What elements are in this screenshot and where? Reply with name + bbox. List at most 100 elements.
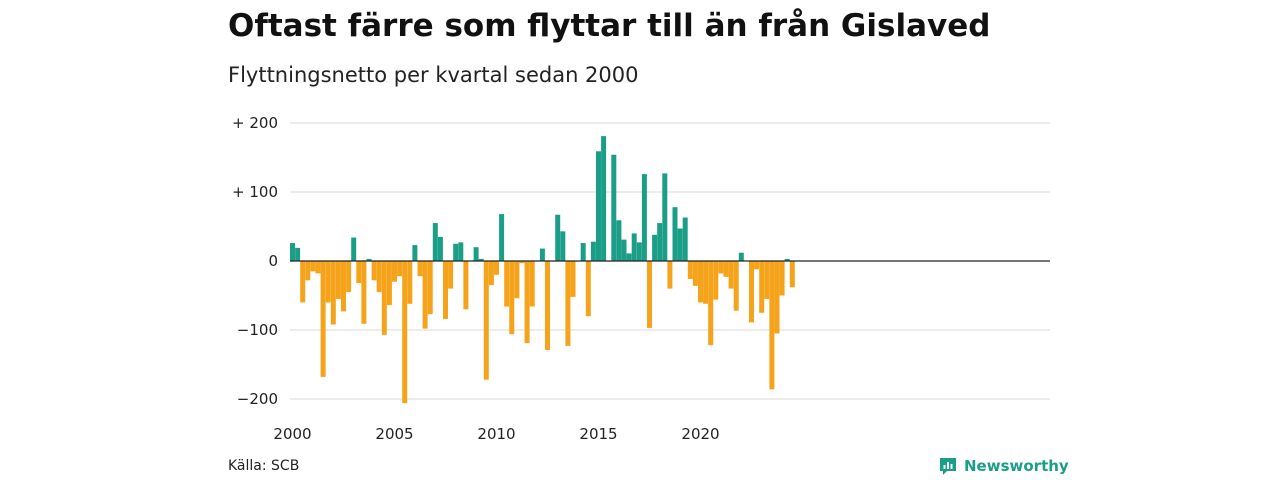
x-tick-label: 2020 [681,425,719,443]
chart-title: Oftast färre som flyttar till än från Gi… [228,8,991,44]
brand-name: Newsworthy [964,457,1069,475]
bar [657,223,663,261]
bar [366,258,372,261]
bar [529,261,535,307]
bar [463,261,469,310]
x-tick-label: 2015 [579,425,617,443]
bar [397,261,403,277]
bar [376,261,382,293]
bar [596,151,601,261]
bar [687,261,693,279]
bar [611,154,617,261]
bar [779,261,785,296]
newsworthy-logo-icon [940,458,956,475]
bar [662,173,668,261]
bar [555,214,561,261]
x-tick-label: 2000 [273,425,311,443]
bar [504,261,510,307]
bar [647,261,652,328]
bar [381,261,387,335]
bar [733,261,739,311]
source-note: Källa: SCB [228,458,300,474]
y-tick-label: −200 [237,390,278,408]
bar [585,261,591,317]
bar [621,239,627,261]
bar [315,261,321,274]
y-tick-label: + 100 [232,183,278,201]
bar [738,252,744,261]
bar [764,261,770,299]
bar [483,261,489,380]
y-axis-ticks: + 200 + 100 0 −100 −200 [232,114,278,408]
bar [703,261,709,304]
bar [682,217,688,261]
bar [789,261,795,288]
y-tick-label: + 200 [232,114,278,132]
bar [448,261,454,289]
bar [300,261,306,303]
bar [458,242,464,261]
bar [539,248,545,261]
bar [386,261,392,306]
bar [509,261,515,335]
bar [335,261,341,299]
bar [784,258,790,261]
bar [488,261,494,286]
bar [652,234,658,261]
bars [290,136,795,404]
bar [499,214,505,261]
bar [310,261,316,272]
bar [407,261,413,304]
bar [417,261,423,277]
bar [677,228,683,261]
bar [698,261,703,303]
chart-subtitle: Flyttningsnetto per kvartal sedan 2000 [228,63,639,87]
bar [769,261,775,390]
bar [749,261,754,323]
bar [636,242,642,261]
bar [519,261,525,264]
bar [590,241,596,261]
bar [774,261,780,334]
bar [412,245,418,261]
bar [351,237,357,261]
bar [723,261,729,277]
bar [330,261,336,325]
bar [631,233,637,261]
bar [422,261,428,329]
bar [432,223,438,261]
bar [295,247,301,261]
x-tick-label: 2010 [477,425,515,443]
bar [718,261,724,274]
bar [478,258,484,261]
bar [371,261,377,281]
bar [402,261,408,404]
y-tick-label: −100 [237,321,278,339]
newsworthy-brand: Newsworthy [938,456,1069,476]
x-tick-label: 2005 [375,425,413,443]
bar [626,253,632,261]
bar [545,261,550,351]
bar [427,261,433,315]
bar [320,261,326,377]
bar [494,261,499,275]
bar [728,261,734,289]
bar [667,261,673,289]
bar [524,261,530,344]
bar [437,236,443,261]
bar [325,261,331,303]
bar [305,261,311,281]
bar [341,261,346,312]
bar [473,247,479,261]
x-axis-ticks: 2000 2005 2010 2015 2020 [273,425,719,443]
bar [361,261,367,324]
bar [601,136,607,261]
bar [616,220,622,261]
gridlines [290,122,1050,400]
bar [392,261,397,282]
y-tick-label: 0 [268,252,278,270]
bar [560,231,566,261]
bar [759,261,765,313]
bar [672,207,678,261]
